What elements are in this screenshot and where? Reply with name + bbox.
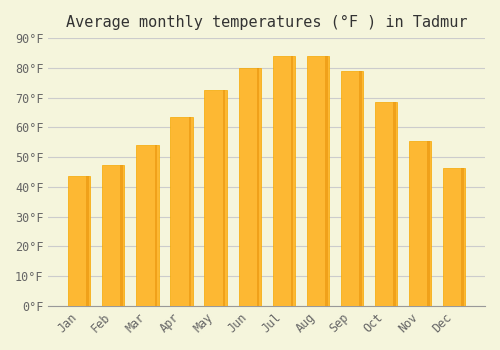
- Bar: [291, 56, 294, 306]
- Bar: [306, 56, 329, 306]
- Bar: [170, 117, 192, 306]
- Bar: [204, 90, 227, 306]
- Bar: [120, 164, 123, 306]
- Bar: [393, 102, 396, 306]
- Bar: [68, 176, 90, 306]
- Bar: [409, 141, 431, 306]
- Bar: [188, 117, 191, 306]
- Bar: [222, 90, 226, 306]
- Bar: [461, 168, 464, 306]
- Bar: [86, 176, 89, 306]
- Bar: [272, 56, 295, 306]
- Bar: [359, 71, 362, 306]
- Bar: [154, 145, 157, 306]
- Title: Average monthly temperatures (°F ) in Tadmur: Average monthly temperatures (°F ) in Ta…: [66, 15, 468, 30]
- Bar: [256, 68, 260, 306]
- Bar: [375, 102, 397, 306]
- Bar: [102, 164, 124, 306]
- Bar: [325, 56, 328, 306]
- Bar: [136, 145, 158, 306]
- Bar: [427, 141, 430, 306]
- Bar: [238, 68, 260, 306]
- Bar: [341, 71, 363, 306]
- Bar: [443, 168, 465, 306]
